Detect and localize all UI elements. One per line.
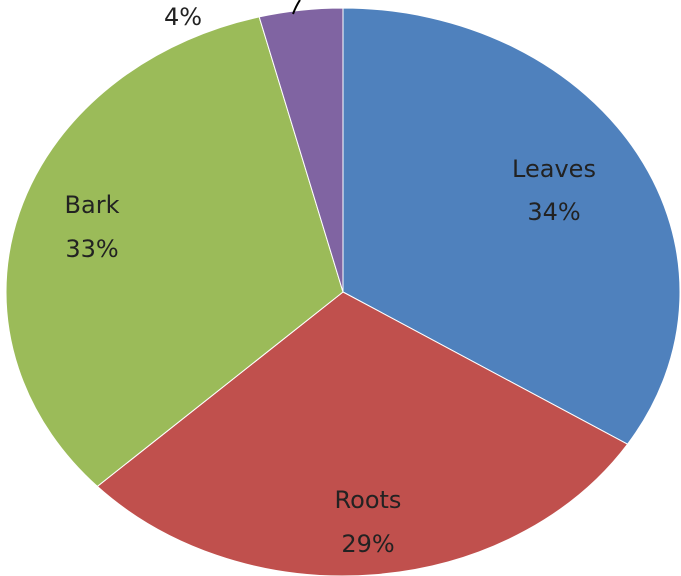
- slice-label-bark-name: Bark: [65, 191, 120, 219]
- leader-line-other: [292, 0, 301, 15]
- pie-slices: [5, 7, 681, 576]
- slice-label-bark-value: 33%: [65, 235, 118, 263]
- slice-label-leaves-name: Leaves: [512, 155, 596, 183]
- slice-label-other-value: 4%: [164, 3, 202, 31]
- pie-slice-leaves: [342, 7, 681, 445]
- pie-slice-bark: [5, 16, 344, 488]
- slice-label-roots-value: 29%: [341, 530, 394, 558]
- slice-label-leaves-value: 34%: [527, 198, 580, 226]
- slice-label-roots-name: Roots: [335, 486, 402, 514]
- pie-labels: Leaves 34% Roots 29% Bark 33% 4%: [65, 0, 596, 558]
- pie-slice-roots: [96, 291, 629, 576]
- pie-slice-other: [258, 7, 344, 293]
